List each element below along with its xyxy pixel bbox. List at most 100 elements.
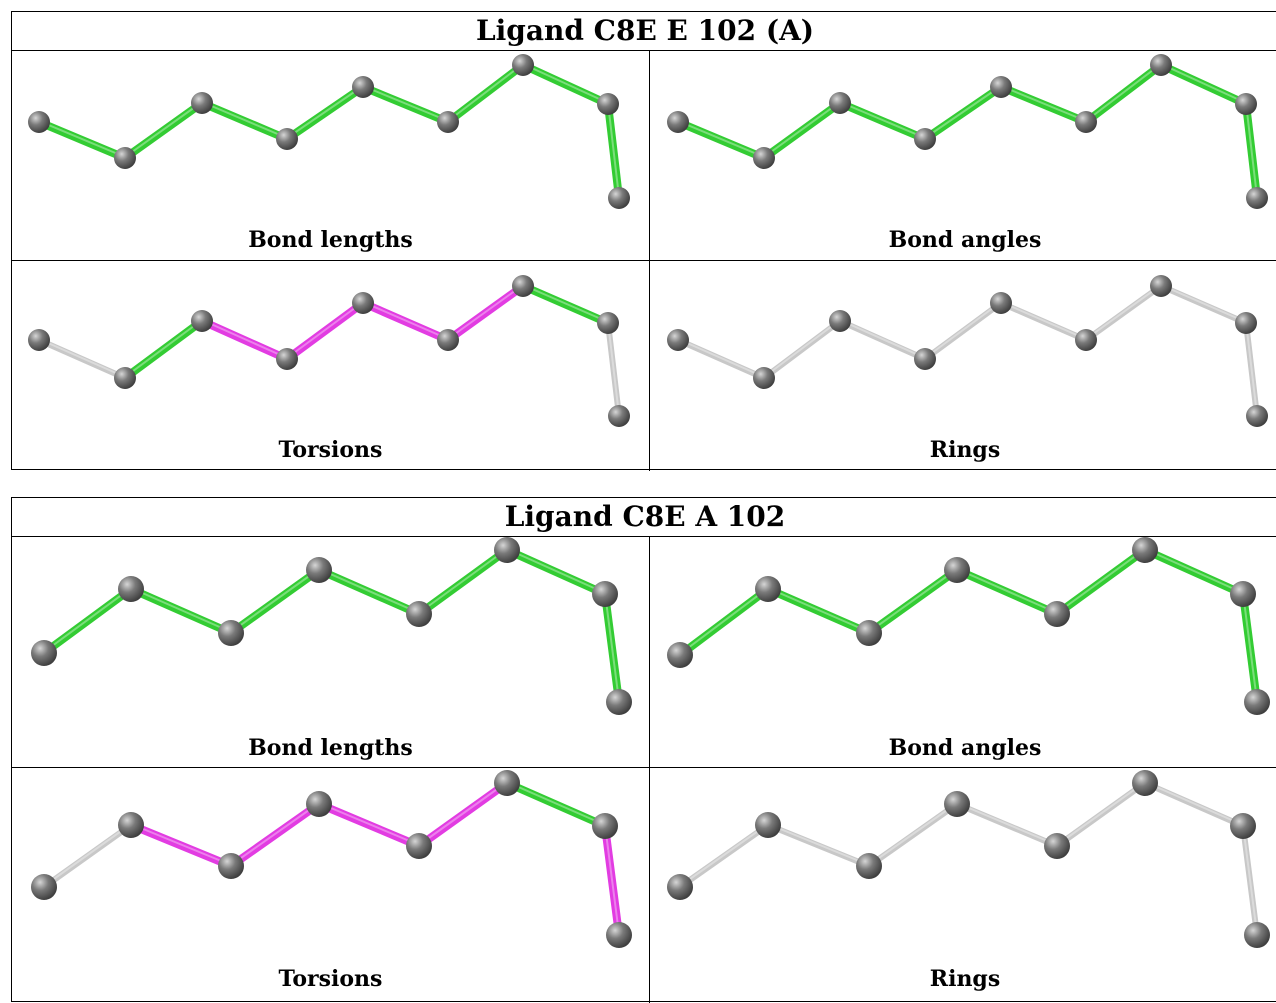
grey-bond — [36, 337, 128, 381]
carbon-atom — [1150, 275, 1172, 297]
carbon-atom — [352, 76, 374, 98]
bond-highlight — [1056, 548, 1146, 614]
carbon-atom — [667, 642, 693, 668]
bond-highlight — [362, 301, 449, 340]
carbon-atom — [191, 92, 213, 114]
ligand-title: Ligand C8E E 102 (A) — [12, 12, 1276, 51]
carbon-atom — [856, 620, 882, 646]
grey-bond — [1158, 283, 1249, 326]
green-bond — [127, 585, 235, 637]
bond-angles-panel: Bond angles — [650, 537, 1276, 767]
carbon-atom — [406, 833, 432, 859]
green-bond — [997, 83, 1090, 126]
carbon-atom — [608, 405, 630, 427]
grey-bond — [954, 801, 1060, 849]
magenta-bond — [601, 822, 623, 939]
carbon-atom — [606, 922, 632, 948]
carbon-atom — [1230, 581, 1256, 607]
molecule-diagram — [31, 537, 632, 715]
bond-highlight — [607, 102, 620, 198]
carbon-atom — [753, 147, 775, 169]
carbon-atom — [944, 791, 970, 817]
carbon-atom — [1244, 922, 1270, 948]
grey-bond — [866, 801, 960, 869]
carbon-atom — [1132, 537, 1158, 563]
carbon-atom — [1044, 833, 1070, 859]
grey-bond — [1054, 780, 1148, 849]
panel-label: Bond angles — [888, 227, 1042, 253]
green-bond — [121, 317, 206, 382]
green-bond — [227, 566, 323, 637]
carbon-atom — [494, 770, 520, 796]
bond-highlight — [1245, 102, 1258, 198]
carbon-atom — [494, 537, 520, 563]
green-bond — [674, 118, 768, 162]
bond-highlight — [130, 823, 232, 866]
carbon-atom — [114, 367, 136, 389]
green-bond — [1239, 590, 1261, 706]
bond-highlight — [1160, 63, 1247, 104]
carbon-atom — [31, 874, 57, 900]
green-bond — [601, 590, 623, 706]
bond-highlight — [362, 85, 449, 122]
bond-highlight — [130, 587, 232, 633]
bond-highlight — [1085, 63, 1162, 122]
green-bond — [503, 779, 609, 830]
bond-highlight — [767, 587, 870, 633]
bond-highlight — [956, 802, 1058, 846]
panel-label: Rings — [929, 966, 1001, 992]
bond-highlight — [522, 284, 609, 323]
bond-highlight — [868, 802, 958, 866]
green-bond — [836, 99, 929, 143]
bond-highlight — [38, 120, 126, 158]
magenta-bond — [315, 800, 423, 850]
bond-highlight — [1056, 781, 1146, 846]
green-bond — [444, 61, 527, 126]
carbon-atom — [1230, 813, 1256, 839]
grey-bond — [605, 320, 622, 419]
bond-lengths-panel: Bond lengths — [12, 537, 649, 767]
carbon-atom — [306, 791, 332, 817]
carbon-atom — [755, 812, 781, 838]
magenta-bond — [444, 282, 527, 344]
carbon-atom — [352, 292, 374, 314]
bond-highlight — [604, 824, 620, 935]
carbon-atom — [218, 853, 244, 879]
carbon-atom — [944, 557, 970, 583]
green-bond — [121, 99, 206, 162]
green-bond — [519, 282, 612, 327]
grey-bond — [998, 300, 1089, 343]
carbon-atom — [31, 640, 57, 666]
molecule-diagram — [667, 54, 1268, 209]
carbon-atom — [597, 93, 619, 115]
grey-bond — [761, 318, 843, 381]
carbon-atom — [512, 54, 534, 76]
carbon-atom — [276, 348, 298, 370]
bond-highlight — [230, 568, 320, 633]
carbon-atom — [856, 853, 882, 879]
green-bond — [503, 546, 609, 598]
rings-panel: Rings — [650, 261, 1276, 470]
carbon-atom — [1235, 312, 1257, 334]
green-bond — [283, 83, 367, 143]
bond-highlight — [1144, 781, 1244, 826]
magenta-bond — [359, 299, 452, 344]
green-bond — [604, 100, 623, 202]
bond-highlight — [43, 823, 132, 887]
molecule-diagram — [28, 54, 630, 209]
magenta-bond — [415, 779, 511, 850]
bond-highlight — [1242, 824, 1258, 935]
magenta-bond — [198, 317, 291, 363]
panel-label: Bond lengths — [248, 227, 413, 253]
ligand-table-2: Ligand C8E A 102 Bond lengths Bond angle… — [11, 497, 1276, 1003]
bond-highlight — [767, 823, 870, 866]
bond-highlight — [201, 319, 288, 359]
molecule-diagram — [667, 770, 1270, 948]
green-bond — [359, 83, 452, 126]
carbon-atom — [753, 367, 775, 389]
carbon-atom — [755, 576, 781, 602]
carbon-atom — [218, 620, 244, 646]
carbon-atom — [28, 329, 50, 351]
green-bond — [40, 585, 135, 657]
bond-lengths-panel: Bond lengths — [12, 51, 649, 260]
